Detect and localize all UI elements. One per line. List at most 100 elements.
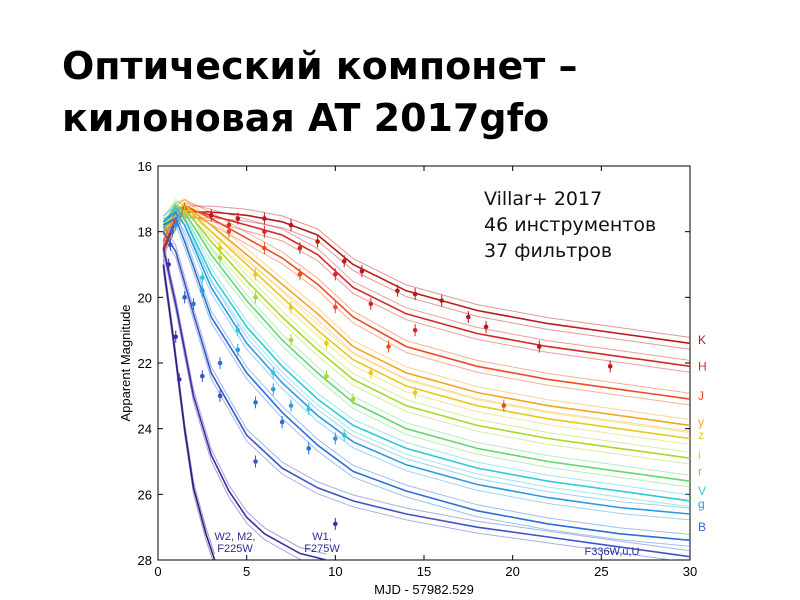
series-band-line-w1-f275w xyxy=(162,242,327,555)
data-point xyxy=(176,377,182,382)
y-tick-label: 22 xyxy=(138,356,152,371)
data-point xyxy=(324,341,329,346)
data-point xyxy=(235,216,241,221)
inline-label-w2-line: W2, M2, xyxy=(215,531,256,543)
data-point xyxy=(226,222,232,228)
data-point xyxy=(253,295,258,300)
data-point xyxy=(226,229,232,234)
inline-label-w2: W2, M2, F225W xyxy=(215,531,256,555)
inline-label-u: F336W,u,U xyxy=(584,546,639,558)
band-label-r: r xyxy=(698,464,702,478)
data-point xyxy=(333,304,338,310)
data-point xyxy=(466,314,471,320)
series-band-line-y xyxy=(162,198,690,420)
data-point xyxy=(270,370,276,376)
data-point xyxy=(288,304,294,310)
data-point xyxy=(173,334,179,340)
band-label-h: H xyxy=(698,359,707,373)
y-tick-label: 28 xyxy=(138,553,152,568)
data-point xyxy=(253,272,258,277)
band-label-k: K xyxy=(698,333,706,347)
data-point xyxy=(297,245,303,251)
band-label-y: y xyxy=(698,415,704,429)
data-point xyxy=(182,212,187,218)
data-point xyxy=(200,275,205,280)
data-point xyxy=(262,216,267,221)
x-tick-label: 0 xyxy=(154,564,161,579)
data-point xyxy=(279,419,285,425)
data-point xyxy=(217,393,223,399)
data-point xyxy=(262,245,267,251)
data-point xyxy=(368,301,374,307)
chart-annotation: Villar+ 2017 46 инструментов 37 фильтров xyxy=(484,186,656,264)
data-point xyxy=(262,229,267,234)
data-point xyxy=(208,212,214,218)
band-label-j: J xyxy=(698,389,704,403)
data-point xyxy=(173,222,179,228)
y-tick-label: 16 xyxy=(138,159,152,174)
series-band-line-z xyxy=(162,198,690,434)
data-point xyxy=(235,327,241,333)
data-point xyxy=(182,295,187,300)
data-point xyxy=(341,432,347,438)
series-line-f336w-u-u xyxy=(162,231,690,558)
x-axis-label: MJD - 57982.529 xyxy=(374,582,474,597)
series-line-b xyxy=(162,217,690,542)
data-point xyxy=(483,324,489,330)
series-group xyxy=(162,198,690,560)
band-label-v: V xyxy=(698,484,706,498)
inline-label-w1: W1, F275W xyxy=(304,531,340,555)
data-point xyxy=(306,406,312,412)
data-point xyxy=(169,229,175,234)
data-point xyxy=(288,403,294,408)
data-point xyxy=(288,222,294,228)
data-point xyxy=(395,288,400,294)
data-point xyxy=(306,446,312,451)
x-tick-label: 10 xyxy=(328,564,342,579)
series-line-g xyxy=(162,210,690,515)
data-point xyxy=(200,373,205,379)
data-point xyxy=(297,272,303,277)
data-point xyxy=(176,216,182,221)
data-point xyxy=(536,344,542,349)
series-line-w1-f275w xyxy=(162,247,327,560)
y-tick-label: 20 xyxy=(138,290,152,305)
data-point xyxy=(350,396,356,402)
data-point xyxy=(359,268,365,274)
band-label-i: i xyxy=(698,448,701,462)
inline-label-w1-line: W1, xyxy=(312,531,332,543)
y-tick-label: 26 xyxy=(138,487,152,502)
y-tick-label: 24 xyxy=(138,422,152,437)
inline-label-w2-line: F225W xyxy=(217,543,253,555)
series-band-line-g xyxy=(162,217,690,521)
y-tick-label: 18 xyxy=(138,225,152,240)
data-point xyxy=(324,373,329,379)
data-point xyxy=(217,245,223,251)
data-point xyxy=(439,298,445,303)
data-point xyxy=(288,337,294,343)
band-label-b: B xyxy=(698,520,706,534)
data-point xyxy=(270,386,276,392)
series-band-line-f336w-u-u xyxy=(162,237,675,560)
series-band-line-b xyxy=(163,211,690,535)
series-band-line-j xyxy=(162,198,690,394)
data-point xyxy=(235,347,241,353)
data-point xyxy=(368,370,374,376)
data-point xyxy=(200,288,205,294)
data-point xyxy=(253,400,258,405)
band-label-z: z xyxy=(698,428,704,442)
data-point xyxy=(386,344,391,349)
data-point xyxy=(217,255,223,261)
inline-label-u-line: F336W,u,U xyxy=(584,546,639,558)
data-point xyxy=(412,291,418,297)
y-axis-label: Apparent Magnitude xyxy=(118,304,133,421)
data-point xyxy=(315,239,320,244)
data-point xyxy=(217,360,223,366)
data-point xyxy=(412,390,418,395)
slide-title-line1: Оптический компонет – xyxy=(62,44,578,88)
annotation-line-3: 37 фильтров xyxy=(484,240,613,262)
x-tick-label: 30 xyxy=(683,564,697,579)
data-point xyxy=(191,301,196,307)
data-point xyxy=(166,262,171,267)
